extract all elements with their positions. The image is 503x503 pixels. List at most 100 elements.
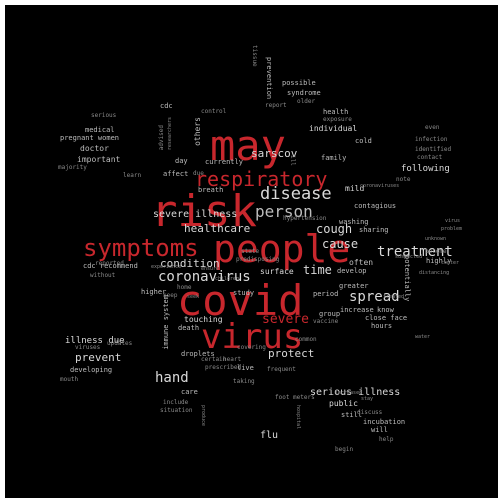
word-medical: medical <box>85 126 115 134</box>
word-contact: contact <box>417 154 443 161</box>
word-exposure: exposure <box>323 116 352 123</box>
word-surface: surface <box>260 267 294 276</box>
word-death: death <box>178 324 200 332</box>
word-reported: reported <box>95 260 124 267</box>
word-protect: protect <box>268 347 315 360</box>
word-cough: cough <box>316 222 353 236</box>
word-developing: developing <box>70 366 113 374</box>
word-serious: serious <box>91 112 117 119</box>
word-increase: increase <box>340 306 374 314</box>
word-currently: currently <box>205 158 243 166</box>
word-tissue: tissue <box>251 45 258 67</box>
word-serious-illness: serious illness <box>310 387 401 398</box>
word-droplets: droplets <box>181 350 215 358</box>
word-study: study <box>233 289 255 297</box>
word-live: live <box>237 364 254 372</box>
word-identified: identified <box>415 146 452 153</box>
word-experience: experience <box>151 264 182 270</box>
word-health: health <box>323 108 349 116</box>
word-possible: possible <box>282 79 316 87</box>
word-hand: hand <box>155 370 189 386</box>
word-hypertension: hypertension <box>283 215 327 222</box>
word-ensure: ensure <box>201 266 220 272</box>
word-greater: greater <box>339 282 369 290</box>
word-symptoms: symptoms <box>83 234 199 262</box>
word-coronaviruses: coronaviruses <box>360 183 400 189</box>
word-illness-due: illness due <box>65 336 125 346</box>
word-advised: advised <box>158 125 165 151</box>
word-coronavirus: coronavirus <box>158 269 251 285</box>
word-group: group <box>319 310 341 318</box>
word-water: water <box>415 334 431 340</box>
word-taking: taking <box>233 378 255 385</box>
word-certain: certain <box>201 356 227 363</box>
word-day: day <box>175 157 188 165</box>
word-people: people <box>213 227 351 271</box>
word-home: home <box>177 284 192 291</box>
word-sharing: sharing <box>359 226 389 234</box>
word-learn: learn <box>123 172 142 179</box>
word-infection: infection <box>415 136 448 143</box>
word-risk: risk <box>151 186 257 237</box>
word-incubation: incubation <box>363 418 406 426</box>
word-often: often <box>349 258 374 267</box>
word-close-face: close face <box>365 314 408 322</box>
word-cold: cold <box>355 137 372 145</box>
word-hospital: hospital <box>295 405 301 430</box>
word-state: state <box>241 248 260 255</box>
word-help: help <box>379 436 394 443</box>
word-seek: seek <box>187 294 200 300</box>
word-care: care <box>181 388 198 396</box>
word-virus-small: virus <box>445 218 461 224</box>
word-due: due <box>193 170 204 177</box>
word-washing: washing <box>339 218 369 226</box>
word-heart: heart <box>223 356 242 363</box>
word-treatment: treatment <box>377 244 453 260</box>
word-older: older <box>297 98 316 105</box>
word-public: public <box>329 399 358 408</box>
word-higher: higher <box>141 288 167 296</box>
word-may: may <box>210 121 286 170</box>
word-begin: begin <box>335 446 354 453</box>
word-covid: covid <box>177 276 304 325</box>
word-individual: individual <box>309 124 358 133</box>
word-still: still <box>341 411 363 419</box>
word-include: include <box>163 399 189 406</box>
word-respiratory: respiratory <box>195 167 328 191</box>
word-center: center <box>441 260 460 266</box>
word-flu: flu <box>260 430 279 441</box>
word-majority: majority <box>58 164 87 171</box>
word-mouth: mouth <box>60 376 79 383</box>
word-know: know <box>377 306 394 314</box>
word-researchers: researchers <box>167 117 173 151</box>
word-family: family <box>321 154 347 162</box>
word-person: person <box>255 202 313 221</box>
word-without: without <box>90 272 116 279</box>
word-problem: problem <box>441 226 463 232</box>
word-cdc: cdc <box>160 102 173 110</box>
word-cdc-recommend: cdc recommend <box>83 262 138 270</box>
word-time: time <box>303 263 332 277</box>
word-mild: mild <box>345 184 365 193</box>
word-children: children <box>215 276 240 282</box>
word-highly: highly <box>426 257 452 265</box>
word-become: become <box>425 248 447 255</box>
word-following: following <box>401 164 450 174</box>
word-sarscov: sarscov <box>251 147 298 160</box>
word-healthcare: healthcare <box>184 222 251 235</box>
word-develop: develop <box>337 267 367 275</box>
word-prescribed: prescribed <box>205 364 242 371</box>
word-frequent: frequent <box>267 366 296 373</box>
word-others: others <box>193 117 202 146</box>
word-common: common <box>295 336 317 343</box>
word-period: period <box>313 290 339 298</box>
word-breath: breath <box>198 186 224 194</box>
word-cloud: covid people risk may virus symptoms res… <box>5 5 498 498</box>
word-prevention: prevention <box>265 57 273 100</box>
word-viruses: viruses <box>75 344 101 351</box>
word-disease: disease <box>260 184 332 204</box>
word-distancing: distancing <box>419 270 450 276</box>
word-produce: produce <box>200 405 206 427</box>
word-condition: condition <box>160 257 220 270</box>
word-predisposing: predisposing <box>236 256 280 263</box>
